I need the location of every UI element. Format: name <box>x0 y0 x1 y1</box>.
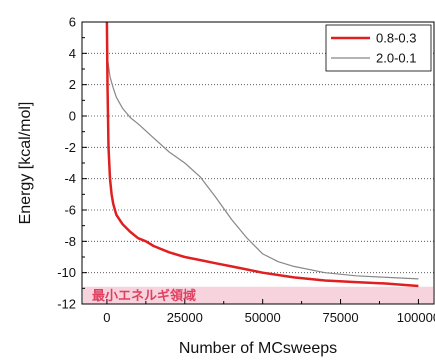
x-tick-label-4: 100000 <box>397 310 435 325</box>
legend-box <box>325 24 432 72</box>
y-tick-label-9: 6 <box>69 15 76 30</box>
series-line-1 <box>106 21 419 280</box>
series-layer <box>105 21 419 288</box>
x-axis-title: Number of MCsweeps <box>179 340 337 357</box>
axis-ticks: -12 -10 -8 -6 -4 -2 0 2 4 6 0 25000 50000 75000 100000 <box>57 15 435 326</box>
y-tick-label-4: -4 <box>64 171 76 186</box>
y-tick-label-6: 0 <box>69 109 76 124</box>
legend: 0.8-0.3 2.0-0.1 <box>325 24 432 72</box>
legend-label-0: 0.8-0.3 <box>376 31 416 46</box>
y-tick-label-3: -6 <box>64 203 76 218</box>
x-tick-label-0: 0 <box>103 310 110 325</box>
x-tick-label-2: 50000 <box>245 310 281 325</box>
series-line-0 <box>105 21 419 288</box>
y-tick-label-1: -10 <box>57 265 76 280</box>
min-energy-annotation: 最小エネルギ領域 <box>92 288 196 304</box>
legend-label-1: 2.0-0.1 <box>376 51 416 66</box>
y-tick-label-7: 2 <box>69 77 76 92</box>
x-tick-label-3: 75000 <box>322 310 358 325</box>
y-tick-label-2: -8 <box>64 234 76 249</box>
min-energy-band <box>83 286 433 304</box>
y-tick-label-0: -12 <box>57 297 76 312</box>
y-tick-label-5: -2 <box>64 140 76 155</box>
x-tick-label-1: 25000 <box>167 310 203 325</box>
y-axis-title: Energy [kcal/mol] <box>17 102 34 225</box>
y-tick-label-8: 4 <box>69 46 76 61</box>
